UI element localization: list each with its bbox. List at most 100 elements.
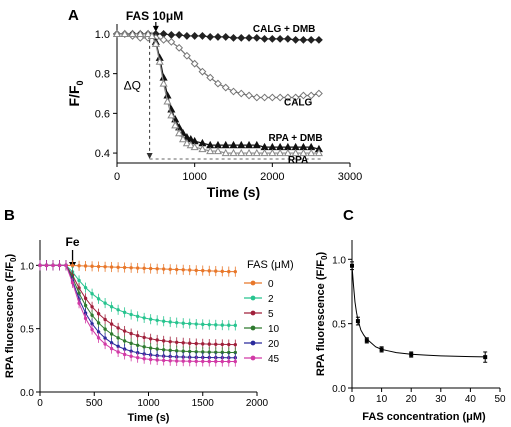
data-point	[83, 316, 88, 321]
data-point	[109, 322, 114, 326]
data-point	[57, 263, 62, 268]
data-point	[181, 359, 185, 363]
y-tick-label: 1.0	[20, 261, 34, 272]
data-point	[207, 359, 211, 364]
data-point	[83, 311, 88, 315]
data-point	[51, 263, 55, 268]
data-point	[214, 350, 218, 354]
data-point	[135, 343, 140, 347]
data-point	[90, 305, 94, 309]
x-axis-label: FAS concentration (μM)	[362, 411, 486, 423]
data-point	[103, 317, 107, 322]
fit-curve	[351, 265, 486, 358]
data-point	[155, 358, 159, 362]
data-point	[96, 321, 101, 325]
data-point	[221, 33, 230, 41]
data-point	[233, 350, 237, 355]
data-point	[221, 148, 230, 157]
data-point	[229, 87, 238, 96]
data-point	[307, 91, 316, 100]
y-axis-label-end: )	[4, 254, 16, 258]
data-point	[135, 333, 140, 338]
data-point	[188, 341, 192, 345]
data-point	[161, 348, 166, 352]
data-point	[83, 296, 88, 301]
data-point	[96, 336, 101, 340]
data-point	[198, 67, 207, 76]
data-point	[252, 93, 261, 102]
data-point	[220, 323, 224, 327]
series-label: RPA	[288, 155, 308, 166]
x-axis-label: Time (s)	[207, 184, 260, 200]
y-tick-label: 0.5	[332, 320, 346, 331]
data-point	[116, 336, 120, 340]
data-point	[315, 89, 323, 98]
data-point	[213, 146, 223, 155]
data-point	[227, 350, 231, 355]
y-tick-label: 0.8	[95, 69, 110, 81]
data-point	[227, 323, 231, 327]
data-point	[233, 269, 237, 274]
data-point	[161, 339, 166, 343]
x-tick-label: 0	[349, 394, 355, 405]
data-point	[142, 345, 146, 349]
data-point	[409, 352, 414, 357]
data-point	[168, 348, 172, 353]
data-point	[188, 321, 192, 326]
y-axis-label-subscript: 0	[320, 255, 329, 260]
data-point	[220, 359, 224, 364]
y-tick-label: 0.5	[20, 325, 34, 336]
data-point	[142, 356, 146, 361]
data-point	[181, 321, 185, 325]
data-point	[260, 93, 269, 102]
data-point	[379, 347, 384, 352]
data-point	[268, 148, 277, 157]
data-point	[221, 83, 230, 92]
x-tick-label: 1000	[182, 171, 206, 183]
data-point	[159, 79, 168, 87]
legend-marker	[250, 325, 256, 331]
data-point	[233, 359, 237, 364]
data-point	[135, 355, 140, 360]
data-point	[237, 33, 246, 42]
data-point	[136, 29, 145, 37]
x-tick-label: 0	[114, 171, 120, 183]
data-point	[244, 140, 254, 149]
x-tick-label: 2000	[260, 171, 284, 183]
data-point	[182, 51, 191, 60]
data-point	[122, 310, 127, 315]
data-point	[188, 268, 192, 272]
data-point	[142, 266, 146, 270]
data-point	[181, 349, 185, 353]
data-point	[90, 292, 94, 296]
data-point	[207, 350, 211, 354]
data-point	[135, 266, 140, 270]
data-point	[182, 32, 191, 40]
x-tick-label: 50	[494, 394, 506, 405]
data-point	[201, 359, 205, 364]
data-point	[190, 142, 199, 151]
data-point	[116, 344, 120, 349]
data-point	[155, 318, 159, 322]
data-point	[314, 148, 323, 157]
data-point	[188, 359, 192, 363]
data-point	[168, 359, 172, 363]
data-point	[194, 322, 198, 326]
data-point	[161, 358, 166, 363]
data-point	[83, 285, 88, 290]
data-point	[90, 313, 94, 317]
data-point	[148, 357, 153, 362]
data-point	[175, 267, 179, 272]
legend-label: 45	[268, 354, 280, 365]
data-point	[103, 301, 107, 305]
data-point	[129, 354, 133, 359]
data-point	[109, 332, 114, 336]
data-point	[201, 350, 205, 354]
data-point	[268, 34, 277, 43]
data-point	[96, 264, 101, 269]
data-point	[307, 148, 316, 157]
data-point	[214, 323, 218, 327]
data-point	[276, 93, 285, 102]
data-point	[120, 29, 129, 37]
